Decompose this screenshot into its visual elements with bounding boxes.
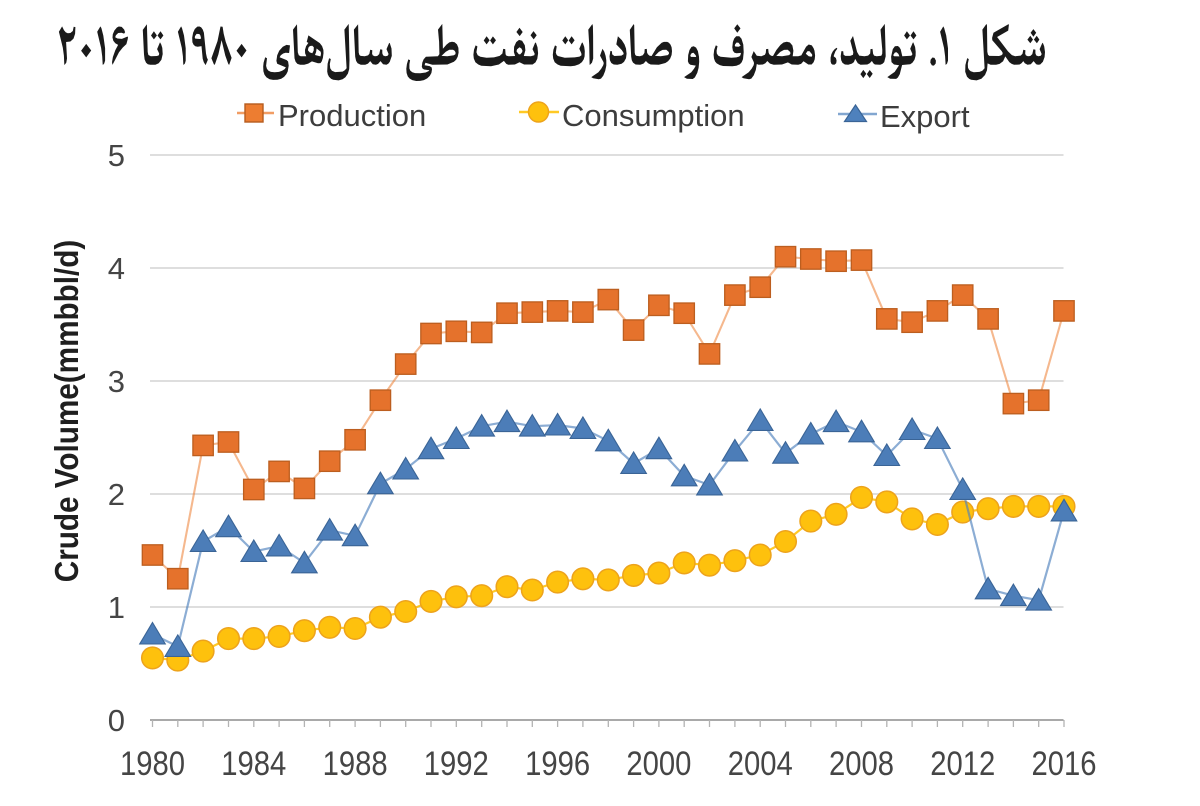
svg-text:4: 4	[108, 251, 125, 286]
svg-text:1: 1	[108, 590, 125, 625]
svg-text:Consumption: Consumption	[562, 98, 745, 133]
svg-text:1988: 1988	[323, 744, 388, 783]
svg-text:1980: 1980	[120, 744, 185, 783]
svg-text:2012: 2012	[930, 744, 995, 783]
svg-text:1984: 1984	[221, 744, 286, 783]
svg-text:3: 3	[108, 364, 125, 399]
svg-text:1992: 1992	[424, 744, 489, 783]
svg-text:Export: Export	[880, 99, 970, 134]
svg-text:2008: 2008	[829, 744, 894, 783]
svg-text:Crude Volume(mmbbl/d): Crude Volume(mmbbl/d)	[49, 240, 86, 582]
svg-text:2000: 2000	[626, 744, 691, 783]
svg-text:2004: 2004	[728, 744, 793, 783]
svg-text:2016: 2016	[1031, 744, 1096, 783]
svg-text:Production: Production	[278, 98, 426, 133]
svg-text:0: 0	[108, 703, 125, 738]
svg-text:2: 2	[108, 477, 125, 512]
svg-text:5: 5	[108, 138, 125, 173]
svg-text:1996: 1996	[525, 744, 590, 783]
